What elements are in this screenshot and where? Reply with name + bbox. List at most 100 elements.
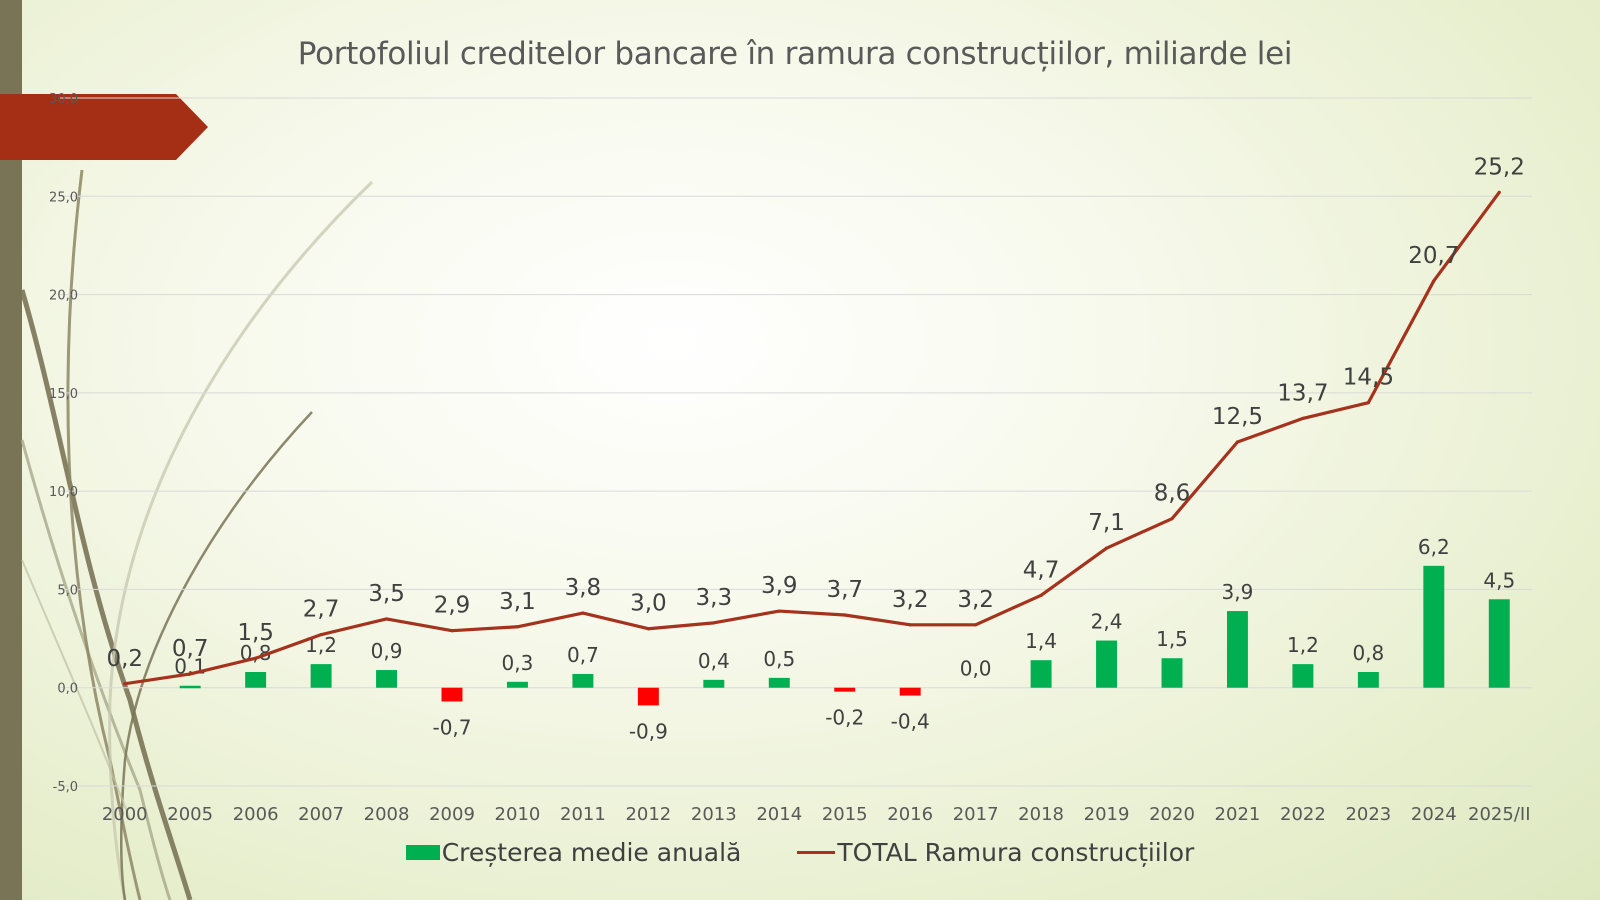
bar-value-label: 0,7: [567, 643, 599, 667]
line-value-label: 14,5: [1343, 365, 1394, 391]
bar-value-label: 4,5: [1483, 568, 1515, 592]
line-value-label: 3,2: [957, 587, 994, 613]
bar-labels: 0,10,8 1,2 0,9-0,70,3 0,7-0,90,4 0,5-0,2 -0,4…: [174, 535, 1515, 744]
x-tick-label: 2013: [691, 804, 737, 825]
bar: [1096, 640, 1118, 688]
bar: [703, 679, 725, 688]
y-tick-label: 15,0: [49, 387, 78, 402]
y-tick-label: 5,0: [57, 583, 78, 598]
line-value-label: 13,7: [1277, 380, 1328, 406]
line-point: [1039, 593, 1043, 597]
bar-value-label: 6,2: [1418, 535, 1450, 559]
line-point: [843, 613, 847, 617]
line-value-label: 7,1: [1088, 510, 1125, 536]
legend: Creșterea medie anuală TOTAL Ramura cons…: [0, 838, 1600, 867]
bar: [1030, 660, 1052, 688]
line-value-label: 3,1: [499, 589, 536, 615]
line-point: [1104, 546, 1109, 550]
line-value-label: 0,2: [106, 646, 143, 672]
line-value-label: 3,5: [368, 581, 405, 607]
x-tick-label: 2007: [298, 804, 344, 825]
bar: [834, 687, 856, 692]
left-decor-strip: [0, 0, 22, 900]
bar-series: [179, 565, 1510, 706]
line-value-label: 3,8: [565, 575, 602, 601]
y-tick-label: 10,0: [49, 485, 78, 500]
line-path: [124, 191, 1501, 686]
bar: [441, 687, 463, 702]
x-tick-label: 2024: [1411, 804, 1457, 825]
line-point: [515, 625, 520, 629]
bar-value-label: -0,9: [629, 719, 668, 743]
line-point: [1301, 416, 1305, 421]
line-point: [581, 611, 585, 615]
bar-value-label: -0,2: [825, 706, 864, 730]
line-series: [123, 190, 1501, 686]
legend-item-line: TOTAL Ramura construcțiilor: [797, 838, 1194, 867]
x-tick-label: 2000: [102, 804, 148, 825]
x-tick-label: 2009: [429, 804, 475, 825]
bar: [768, 677, 790, 688]
chart-title: Portofoliul creditelor bancare în ramura…: [297, 36, 1293, 72]
x-tick-label: 2011: [560, 804, 606, 825]
line-value-label: 3,2: [892, 587, 929, 613]
line-point: [974, 623, 978, 627]
line-value-label: 4,7: [1023, 557, 1060, 583]
line-point: [1235, 440, 1240, 444]
line-point: [254, 656, 258, 660]
bar-value-label: -0,4: [891, 710, 930, 734]
bar-value-label: 2,4: [1091, 610, 1123, 634]
legend-item-bars: Creșterea medie anuală: [405, 838, 741, 867]
bar-value-label: 0,5: [763, 647, 795, 671]
line-value-label: 20,7: [1408, 243, 1459, 269]
x-tick-label: 2005: [167, 804, 213, 825]
x-tick-label: 2022: [1280, 804, 1326, 825]
line-point: [188, 672, 192, 676]
bar: [179, 685, 201, 689]
bar: [1226, 611, 1248, 688]
line-value-label: 25,2: [1474, 154, 1525, 180]
y-tick-label: -5,0: [53, 780, 78, 795]
line-value-label: 2,9: [434, 593, 471, 619]
bar: [1488, 599, 1510, 688]
bar-value-label: 1,2: [1287, 633, 1319, 657]
bar-value-label: -0,7: [432, 715, 471, 739]
line-value-label: 12,5: [1212, 404, 1263, 430]
x-tick-label: 2017: [953, 804, 999, 825]
x-tick-label: 2012: [625, 804, 671, 825]
bar: [1423, 565, 1445, 688]
x-tick-label: 2020: [1149, 804, 1195, 825]
line-point: [712, 621, 716, 625]
x-tick-label: 2023: [1345, 804, 1391, 825]
x-tick-label: 2010: [495, 804, 541, 825]
legend-swatch-line: [797, 851, 836, 854]
x-axis-ticks: 2000 2005 2006 2007 2008 2009 2010 2011 2012 2013…: [102, 804, 1531, 825]
line-point: [384, 617, 389, 621]
legend-swatch-bars: [405, 845, 440, 860]
x-tick-label: 2019: [1084, 804, 1130, 825]
line-point: [123, 682, 127, 686]
line-point: [450, 629, 454, 633]
bar-value-label: 0,9: [371, 639, 403, 663]
bar: [506, 681, 528, 688]
line-value-label: 3,3: [696, 585, 733, 611]
bar-value-label: 0,4: [698, 649, 730, 673]
bar-value-label: 3,9: [1222, 580, 1254, 604]
bar: [376, 670, 398, 688]
bar: [1292, 664, 1314, 688]
line-point: [1497, 190, 1501, 194]
line-point: [646, 627, 650, 631]
x-tick-label: 2008: [364, 804, 410, 825]
line-value-label: 8,6: [1154, 481, 1191, 507]
line-point: [1432, 279, 1436, 283]
legend-label-line: TOTAL Ramura construcțiilor: [837, 838, 1195, 867]
arrow-banner: [0, 94, 208, 160]
gridlines: [60, 97, 1532, 787]
bar-value-label: 1,2: [305, 633, 337, 657]
bar: [1161, 658, 1183, 688]
y-tick-label: 25,0: [49, 190, 78, 205]
x-tick-label: 2014: [756, 804, 802, 825]
x-tick-label: 2021: [1215, 804, 1261, 825]
line-point: [777, 609, 781, 613]
